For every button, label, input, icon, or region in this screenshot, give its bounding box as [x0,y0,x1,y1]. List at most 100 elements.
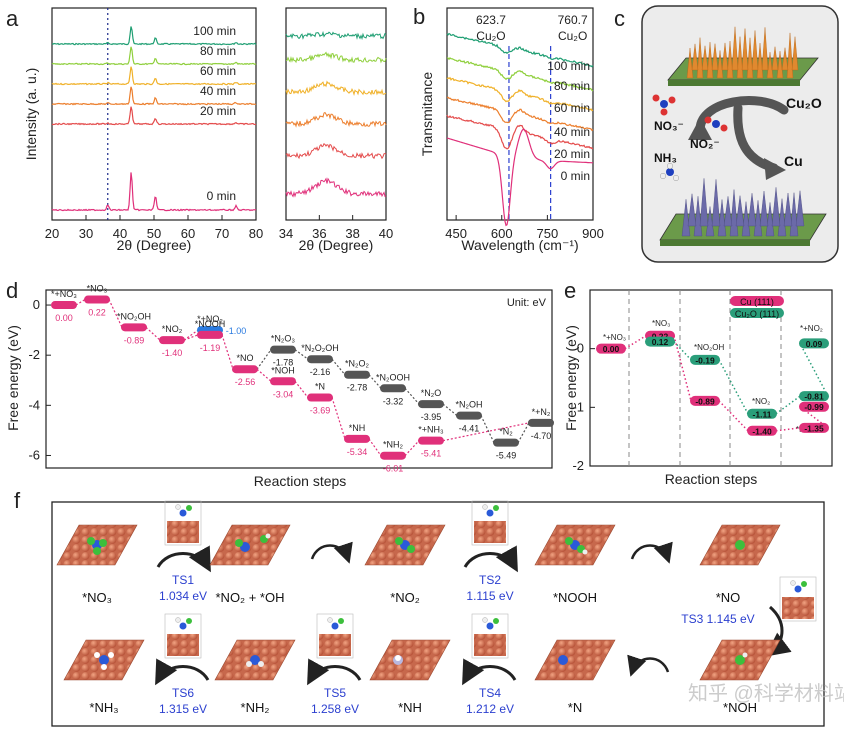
spectrum-line [446,96,594,132]
band-label-value: 623.7 [476,13,506,27]
step-value: 0.22 [88,308,106,318]
step-value: -6.01 [383,464,404,474]
cu-needle [753,200,763,237]
connector [404,440,420,457]
x-tick-label: 20 [45,226,59,241]
x-tick-label: 40 [113,226,127,241]
panel-f-pathway: *NO₃ TS1 1.034 eV *NO₂ + *OH *NO₂ TS2 1.115 eV… [51,500,825,727]
series-line [285,51,387,64]
x-tick-label: 38 [345,226,359,241]
cu2o-needle [726,41,734,79]
connector [108,299,123,328]
ts-slab [319,634,351,656]
energy-level [799,422,829,433]
x-tick-label: 30 [79,226,93,241]
series-label: 100 min [547,59,590,73]
step-value: -1.00 [226,326,247,336]
connector [517,422,530,443]
adsorbate-atom [558,655,568,665]
cu-needle [783,192,793,227]
cu2o-needle [706,42,714,79]
connector [294,380,309,398]
ts-energy: 1.034 eV [159,589,207,603]
ts-atom [331,622,339,630]
ts-atom [175,504,181,510]
adsorbate-atom [99,539,107,547]
catalyst-slab [209,524,291,566]
step-label: *+NO₂ [197,314,223,324]
cu2o-needle [686,47,694,79]
step-value: -1.35 [804,423,824,433]
ts-atom [486,622,494,630]
ts-cell [164,613,202,659]
cu2o-needle [731,26,739,71]
x-tick-label: 750 [537,226,559,241]
series-label: 20 min [200,104,236,118]
ts-cell [779,576,817,622]
step-value: -1.40 [752,426,772,436]
step-value: -0.99 [804,402,824,412]
catalyst-slab [534,639,616,681]
unit-note: Unit: eV [507,297,547,309]
energy-level [270,377,296,386]
curved-arrow-icon [310,541,353,564]
step-label: *+NO₃ [51,289,77,299]
energy-level [307,393,333,402]
x-tick-label: 36 [312,226,326,241]
cu-label: Cu [784,153,803,169]
step-label: *NO₂ [752,397,770,406]
y-tick-label: -6 [28,447,40,462]
cu2o-needle [711,43,719,71]
step-label: *NO₂ [162,324,183,334]
energy-level [493,438,519,447]
ts-atom [794,585,802,593]
arrowhead-right [764,158,786,180]
cu-needle [705,206,715,237]
energy-level [799,338,829,349]
step-label: *NO₂OH [117,311,151,321]
panel-e-chart: 0 -1 -2 Cu (111) Cu₂O (111) *+NO₃ *NO₃ *NO₂OH *N… [563,289,833,487]
y-tick-label: -1 [572,399,584,414]
adsorbate-atom [235,539,243,547]
connector [221,334,234,370]
transition-state-model [164,500,202,546]
cu-needle [771,187,781,227]
cu2o-label: Cu₂O [786,95,822,111]
connector [331,358,346,376]
cu2o-needle [696,37,704,79]
adsorbate-atom [99,655,109,665]
series-label: 0 min [561,169,590,183]
adsorbate-atom [250,655,260,665]
transition-state-model [779,576,817,622]
step-value: 0.12 [652,337,669,347]
curved-arrow-icon [155,658,210,686]
energy-level [84,295,110,304]
curved-arrow-icon [156,545,211,573]
x-tick-label: 80 [249,226,263,241]
step-label: *NH [349,423,366,433]
adsorbate-atom [407,545,415,553]
adsorbate-atom [87,537,95,545]
ts-atom [493,505,499,511]
series-line [285,143,387,160]
series-line [51,66,257,86]
band-label-species: Cu₂O [558,29,587,43]
y-axis-label: Free energy (eV) [563,325,579,431]
panel-c-schematic: NO₃⁻ NO₂⁻ NH₃ Cu₂O Cu [641,5,839,263]
cu2o-needle [786,32,794,79]
cu-needle [681,199,691,237]
energy-level [121,323,147,332]
no2-molecule-icon [704,116,728,132]
step-value: 0.22 [652,331,669,341]
series-line [285,30,387,41]
ts-name: TS2 [479,573,501,587]
connector [673,335,692,402]
panel-label-c: c [614,6,625,31]
ts-slab [167,634,199,656]
ts-atom [179,622,187,630]
cu-needle [777,198,787,237]
adsorbate-atom [93,547,101,555]
step-label: *NO₂OH [694,343,724,352]
energy-level [197,330,223,339]
